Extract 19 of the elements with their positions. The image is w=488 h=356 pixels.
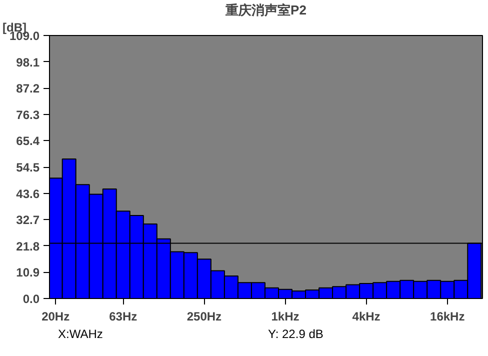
x-tick-label: 250Hz: [186, 310, 222, 324]
y-tick-label: 87.2: [16, 82, 40, 96]
x-tick-label: 63Hz: [109, 310, 138, 324]
y-tick-label: 10.9: [16, 266, 40, 280]
y-tick-label: 65.4: [16, 134, 40, 148]
y-tick-label: 76.3: [16, 108, 40, 122]
x-tick-label: 16kHz: [430, 310, 465, 324]
y-tick-label: 0.0: [22, 292, 40, 306]
y-tick-label: 98.1: [16, 55, 40, 70]
x-tick-label: 20Hz: [42, 310, 70, 324]
chart-title: 重庆消声室P2: [224, 2, 306, 18]
y-tick-label: 54.5: [16, 160, 40, 174]
x-tick-label: 1kHz: [271, 310, 300, 324]
text: Y: 22.9 dB: [268, 326, 324, 343]
y-tick-label: 21.8: [16, 239, 40, 254]
text: X:WAHz: [58, 326, 103, 343]
y-tick-label: 43.6: [16, 186, 40, 201]
y-tick-label: 32.7: [16, 213, 40, 228]
x-tick-label: 4kHz: [352, 310, 380, 324]
